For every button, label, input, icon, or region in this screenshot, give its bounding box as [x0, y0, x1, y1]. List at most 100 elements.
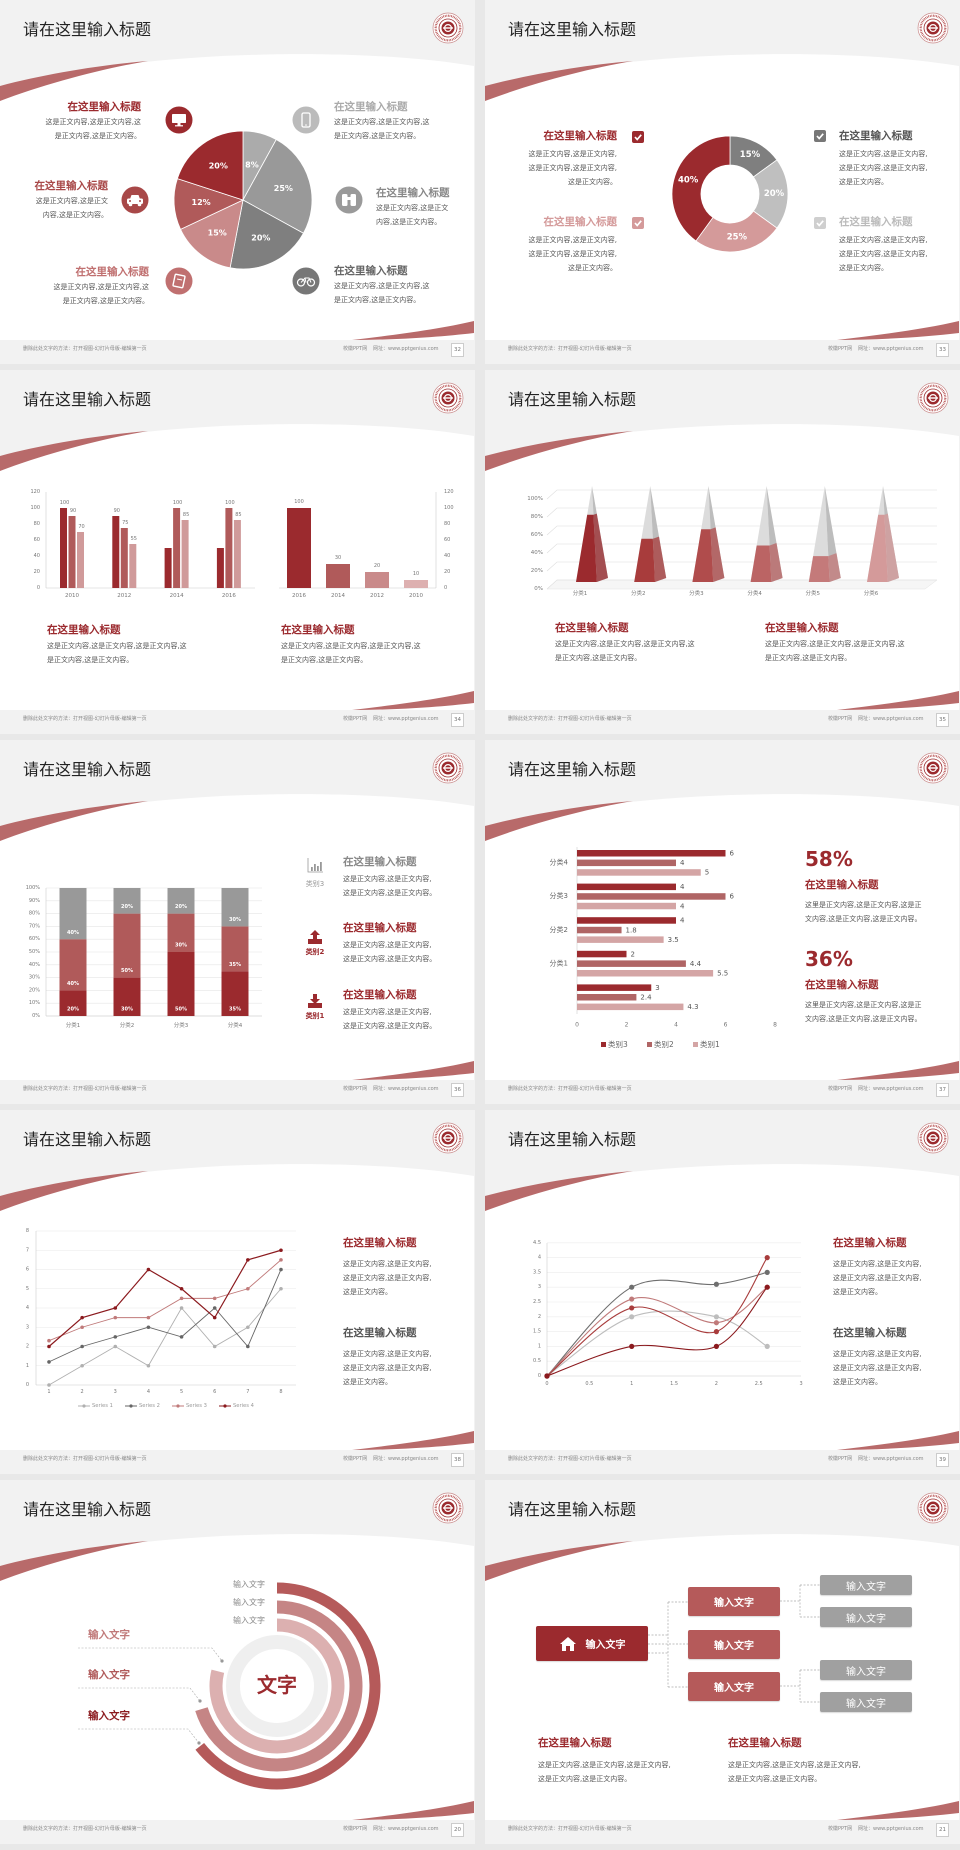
- y-tick-label: 40: [34, 553, 40, 559]
- x-tick-label: 0: [545, 1381, 548, 1387]
- footer-note: 删除此处文字的方法：打开视图-幻灯片母版-编辑第一页: [23, 346, 147, 352]
- y-tick-label: 40: [444, 553, 450, 559]
- leaf-node[interactable]: 输入文字: [820, 1575, 912, 1595]
- bar: [68, 516, 76, 588]
- branch-node[interactable]: 输入文字: [688, 1630, 780, 1659]
- bar: [326, 564, 350, 588]
- pyramid-value: [750, 545, 772, 582]
- stacked-segment: [221, 888, 249, 927]
- pie-label: 20%: [251, 234, 270, 243]
- pyramid-value-side: [828, 553, 841, 582]
- x-tick-label: 2016: [292, 593, 306, 599]
- x-tick-label: 2010: [65, 593, 79, 599]
- legend-swatch: [601, 1042, 606, 1047]
- x-tick-label: 7: [246, 1389, 249, 1395]
- leaf-node[interactable]: 输入文字: [820, 1660, 912, 1680]
- block-text-line: 这是正文内容,这是正文内容,: [833, 1350, 922, 1358]
- block-text-line: 是正文内容,这是正文内容。: [54, 132, 141, 140]
- segment-label: 20%: [67, 1007, 79, 1013]
- footer-site: 校徽PPT网: [828, 716, 853, 722]
- data-point: [179, 1306, 184, 1310]
- data-point: [80, 1315, 84, 1320]
- pyramid-value-side: [884, 513, 899, 582]
- footer-site: 校徽PPT网: [828, 346, 853, 352]
- phone-icon: [292, 106, 320, 134]
- slide-title: 请在这里输入标题: [508, 390, 637, 409]
- leader-dot: [198, 1699, 202, 1703]
- bar: [577, 859, 676, 867]
- x-tick-label: 1.5: [670, 1381, 678, 1387]
- checkbox-icon: [632, 131, 644, 143]
- progress-ring: [209, 1618, 345, 1754]
- series-curve: [546, 1310, 768, 1377]
- binoculars-icon: [335, 186, 363, 214]
- bar-value-label: 4.4: [690, 960, 702, 968]
- block-text-line: 这是正文内容,这是正文内容,: [839, 236, 928, 244]
- stacked-segment: [59, 888, 87, 940]
- pie-label: 12%: [192, 198, 211, 207]
- slide-title: 请在这里输入标题: [508, 20, 637, 39]
- y-tick-label: 0: [538, 1373, 541, 1379]
- y-tick-label: 4: [538, 1255, 541, 1261]
- bottom-swoosh: [837, 1431, 959, 1450]
- legend-label: Series 3: [186, 1403, 207, 1409]
- y-tick-label: 120: [30, 489, 40, 495]
- content-area: [485, 794, 959, 1080]
- block-text-line: 是正文内容,这是正文内容。: [47, 656, 134, 664]
- bar-value-label: 70: [78, 524, 84, 530]
- bar: [577, 960, 686, 967]
- book-icon: [165, 267, 193, 295]
- x-tick-label: 2010: [409, 593, 423, 599]
- slide-canvas: 0 1 2 3 4 5 6 7 8 1 2 3 4 5 6 7 8 Series 1 Series 2 Series …: [0, 1122, 474, 1450]
- slide-title: 请在这里输入标题: [23, 1130, 152, 1149]
- footer-url: 网址：www.pptgenius.com: [858, 346, 924, 352]
- root-node[interactable]: 输入文字: [536, 1626, 648, 1661]
- block-text-line: 这是正文内容,这是正文内容,这是正文内容,这: [765, 640, 905, 648]
- series-curve: [546, 1286, 768, 1377]
- data-point: [279, 1248, 283, 1253]
- y-tick-label: 4.5: [533, 1240, 541, 1246]
- top-swoosh: [0, 1541, 148, 1581]
- y-tick-label: 4: [26, 1305, 29, 1311]
- stacked-segment: [113, 888, 141, 914]
- footer-note: 删除此处文字的方法：打开视图-幻灯片母版-编辑第一页: [23, 1086, 147, 1092]
- x-tick-label: 1: [47, 1389, 50, 1395]
- block-text-line: 这是正文内容,这是正文内容。: [343, 889, 437, 897]
- slide-page-36: 0% 10% 20% 30% 40% 50% 60% 70% 80% 90% 100% 20% 40% 4…: [0, 740, 475, 1104]
- x-tick-label: 6: [213, 1389, 216, 1395]
- footer-url: 网址：www.pptgenius.com: [373, 716, 439, 722]
- category-label: 分类3: [550, 891, 568, 900]
- block-text-line: 这是正文内容。: [343, 1288, 392, 1296]
- data-point: [764, 1255, 770, 1261]
- bar-value-label: 20: [374, 563, 380, 569]
- leader-line: [78, 1647, 223, 1662]
- data-point: [713, 1320, 719, 1326]
- car-icon: [121, 186, 149, 214]
- slide-canvas: [0, 1492, 474, 1820]
- y-tick-label: 1.5: [533, 1329, 541, 1335]
- data-point: [80, 1344, 84, 1349]
- inner-ring: [226, 1635, 328, 1737]
- x-tick-label: 2012: [370, 593, 384, 599]
- data-point: [179, 1296, 184, 1301]
- leaf-node[interactable]: 输入文字: [820, 1692, 912, 1712]
- block-text-line: 这是正文内容,这是正文内容,: [528, 164, 617, 172]
- slide-title: 请在这里输入标题: [23, 1500, 152, 1519]
- branch-node[interactable]: 输入文字: [688, 1587, 780, 1616]
- block-text-line: 这是正文内容,这是正文内容。: [343, 955, 437, 963]
- slide-page-37: 6 4 5 分类4 4 6 4 分类3 4 1.8 3.5 分类2 2 4.4 5.5 分类1 3 2.4 4.3 0…: [485, 740, 960, 1104]
- footer-url: 网址：www.pptgenius.com: [858, 1456, 924, 1462]
- y-tick-label: 120: [444, 489, 454, 495]
- block-text-line: 这是正文内容,这是正文内容,这是正文内容,这: [47, 642, 187, 650]
- slide-title: 请在这里输入标题: [508, 760, 637, 779]
- branch-node[interactable]: 输入文字: [688, 1672, 780, 1701]
- x-tick-label: 3: [114, 1389, 117, 1395]
- leaf-node[interactable]: 输入文字: [820, 1607, 912, 1627]
- legend-label: 类别2: [654, 1039, 674, 1049]
- x-tick-label: 2.5: [755, 1381, 763, 1387]
- stat-value: 36%: [805, 947, 853, 971]
- x-tick-label: 分类6: [864, 589, 879, 597]
- bar: [577, 936, 664, 943]
- pie-slice: [242, 138, 313, 234]
- footer-note: 删除此处文字的方法：打开视图-幻灯片母版-编辑第一页: [508, 1826, 632, 1832]
